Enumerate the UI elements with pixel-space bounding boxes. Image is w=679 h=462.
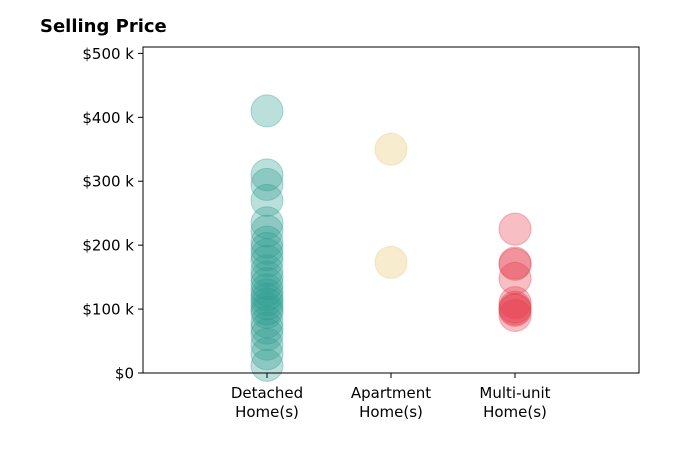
x-tick-label: Home(s) [235,403,299,421]
data-point [250,278,284,312]
x-tick-label: Home(s) [359,403,423,421]
data-point [250,337,284,371]
data-point [250,158,284,192]
data-point [250,311,284,345]
data-point [498,298,532,332]
data-point [250,183,284,217]
data-point [374,245,408,279]
y-tick-label: $300 k [82,173,134,191]
data-point [250,295,284,329]
plot-frame [142,46,640,374]
data-point [250,94,284,128]
x-axis: DetachedHome(s)ApartmentHome(s)Multi-uni… [231,373,551,421]
data-point [250,225,284,259]
y-tick-label: $0 [115,365,134,383]
y-tick-label: $400 k [82,109,134,127]
data-point [250,273,284,307]
data-point [250,231,284,265]
data-point [250,244,284,278]
data-point [250,267,284,301]
data-point [250,318,284,352]
data-point [250,287,284,321]
x-tick-label: Home(s) [483,403,547,421]
data-point [250,206,284,240]
data-points [250,94,532,382]
x-tick-label: Multi-unit [479,384,550,402]
data-point [250,327,284,361]
data-point [250,282,284,316]
y-axis: $0 $100 k $200 k $300 k $400 k $500 k [82,45,143,383]
data-point [250,305,284,339]
y-tick-label: $100 k [82,301,134,319]
data-point [498,292,532,326]
data-point [498,247,532,281]
y-tick-label: $500 k [82,45,134,63]
x-tick-label: Detached [231,384,303,402]
data-point [498,246,532,280]
data-point [250,167,284,201]
data-point [250,260,284,294]
data-point [498,261,532,295]
data-point [250,254,284,288]
data-point [250,292,284,326]
data-point [498,212,532,246]
data-point [250,238,284,272]
data-point [498,290,532,324]
data-point [374,132,408,166]
chart-title: Selling Price [40,16,167,37]
x-tick-label: Apartment [351,384,431,402]
y-tick-label: $200 k [82,237,134,255]
data-point [498,286,532,320]
data-point [498,293,532,327]
data-point [250,214,284,248]
